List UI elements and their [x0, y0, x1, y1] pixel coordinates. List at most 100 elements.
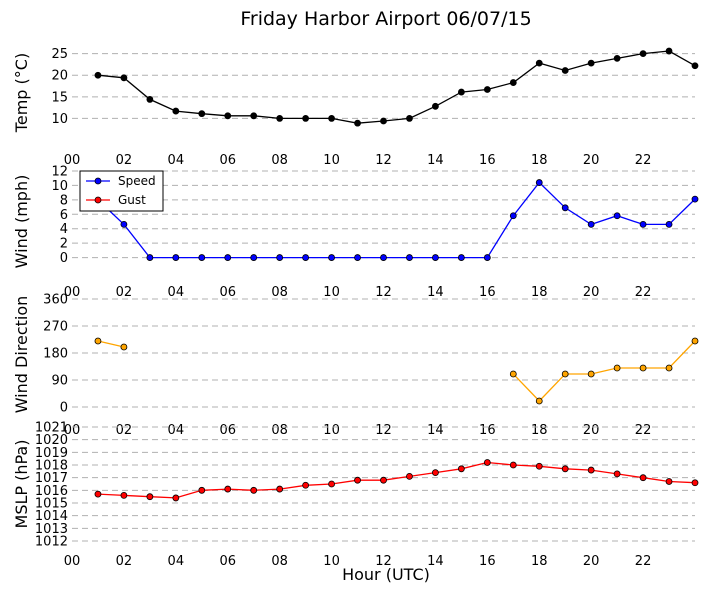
x-tick-label: 04	[168, 285, 185, 300]
x-tick-label: 14	[427, 153, 444, 168]
data-point	[250, 254, 258, 261]
data-point	[380, 117, 387, 125]
data-point	[250, 486, 258, 494]
x-tick-label: 02	[116, 423, 133, 438]
data-point	[535, 462, 543, 470]
x-tick-label: 20	[583, 423, 600, 438]
data-point	[94, 490, 102, 498]
y-axis-label: Temp (°C)	[12, 53, 31, 133]
x-tick-label: 12	[375, 285, 392, 300]
x-tick-label: 20	[583, 285, 600, 300]
data-point	[639, 474, 647, 482]
data-point	[146, 254, 154, 261]
series-line	[97, 50, 696, 124]
data-point	[665, 478, 673, 485]
data-point	[328, 115, 335, 122]
x-tick-label: 22	[635, 153, 652, 168]
data-point	[457, 465, 465, 473]
x-tick-label: 04	[168, 554, 185, 569]
x-tick-label: 08	[271, 153, 288, 168]
data-point	[172, 494, 180, 502]
series-line	[97, 340, 125, 348]
data-point	[198, 486, 206, 494]
y-tick-label: 1020	[35, 433, 68, 448]
data-point	[276, 254, 284, 261]
data-point	[432, 469, 439, 477]
y-tick-label: 270	[43, 320, 68, 335]
y-tick-label: 10	[51, 179, 68, 194]
data-point	[665, 364, 673, 372]
y-axis-label: Wind Direction	[12, 296, 31, 414]
data-point	[302, 254, 310, 261]
data-point	[613, 470, 621, 478]
y-axis-label: MSLP (hPa)	[12, 440, 31, 529]
data-point	[483, 86, 491, 93]
data-point	[509, 370, 517, 378]
data-point	[587, 220, 595, 228]
x-tick-label: 02	[116, 153, 133, 168]
legend-label: Speed	[118, 174, 156, 188]
data-point	[691, 195, 699, 203]
data-point	[224, 112, 232, 120]
data-point	[691, 62, 699, 70]
data-point	[120, 220, 128, 228]
y-tick-label: 8	[60, 193, 68, 208]
x-tick-label: 14	[427, 554, 444, 569]
data-point	[691, 337, 699, 345]
data-point	[406, 472, 413, 480]
data-point	[94, 337, 102, 345]
y-tick-label: 1019	[35, 446, 68, 461]
x-tick-label: 16	[479, 423, 496, 438]
x-tick-label: 10	[323, 554, 340, 569]
x-tick-label: 22	[635, 423, 652, 438]
data-point	[613, 364, 621, 372]
x-tick-label: 12	[375, 423, 392, 438]
legend-label: Gust	[118, 193, 146, 207]
data-point	[691, 479, 699, 487]
data-point	[354, 476, 361, 484]
data-point	[94, 71, 102, 79]
data-point	[561, 465, 569, 473]
legend-marker	[94, 177, 102, 185]
y-tick-label: 360	[43, 293, 68, 308]
data-point	[302, 481, 310, 489]
data-point	[587, 466, 595, 474]
series-line	[97, 461, 696, 499]
data-point	[406, 254, 413, 261]
data-point	[120, 74, 128, 82]
data-point	[328, 254, 335, 261]
x-tick-label: 18	[531, 554, 548, 569]
y-tick-label: 1018	[35, 459, 68, 474]
y-tick-label: 1016	[35, 484, 68, 499]
x-tick-label: 08	[271, 423, 288, 438]
x-tick-label: 18	[531, 285, 548, 300]
x-tick-label: 20	[583, 153, 600, 168]
data-point	[561, 204, 569, 212]
panel-mslp-hpa: 1012101310141015101610171018101910201021…	[12, 421, 699, 569]
x-tick-label: 12	[375, 153, 392, 168]
x-tick-label: 22	[635, 554, 652, 569]
data-point	[639, 50, 647, 58]
y-tick-label: 10	[51, 112, 68, 127]
data-point	[509, 212, 517, 220]
data-point	[380, 476, 387, 484]
data-point	[665, 47, 673, 55]
y-tick-label: 1012	[35, 535, 68, 550]
data-point	[302, 115, 310, 122]
data-point	[587, 59, 595, 67]
series-line	[512, 340, 696, 402]
x-tick-label: 16	[479, 153, 496, 168]
x-tick-label: 10	[323, 153, 340, 168]
data-point	[172, 254, 180, 261]
x-axis-label: Hour (UTC)	[342, 565, 430, 584]
y-tick-label: 25	[51, 47, 68, 62]
data-point	[483, 459, 491, 466]
x-tick-label: 08	[271, 554, 288, 569]
x-tick-label: 18	[531, 423, 548, 438]
x-tick-label: 16	[479, 285, 496, 300]
data-point	[146, 96, 154, 103]
